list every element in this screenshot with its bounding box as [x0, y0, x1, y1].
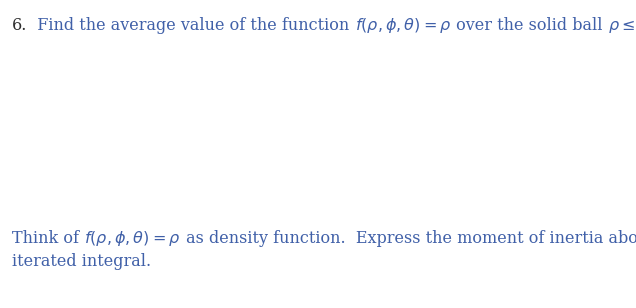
- Text: as density function.  Express the moment of inertia about any central axis as an: as density function. Express the moment …: [181, 230, 636, 247]
- Text: $\rho \leq 1.$: $\rho \leq 1.$: [608, 16, 636, 35]
- Text: iterated integral.: iterated integral.: [12, 253, 151, 270]
- Text: 6.: 6.: [12, 17, 27, 34]
- Text: over the solid ball: over the solid ball: [452, 17, 608, 34]
- Text: $f(\rho, \phi, \theta) = \rho$: $f(\rho, \phi, \theta) = \rho$: [355, 16, 452, 35]
- Text: Find the average value of the function: Find the average value of the function: [27, 17, 355, 34]
- Text: Think of: Think of: [12, 230, 84, 247]
- Text: $f(\rho, \phi, \theta) = \rho$: $f(\rho, \phi, \theta) = \rho$: [84, 229, 181, 248]
